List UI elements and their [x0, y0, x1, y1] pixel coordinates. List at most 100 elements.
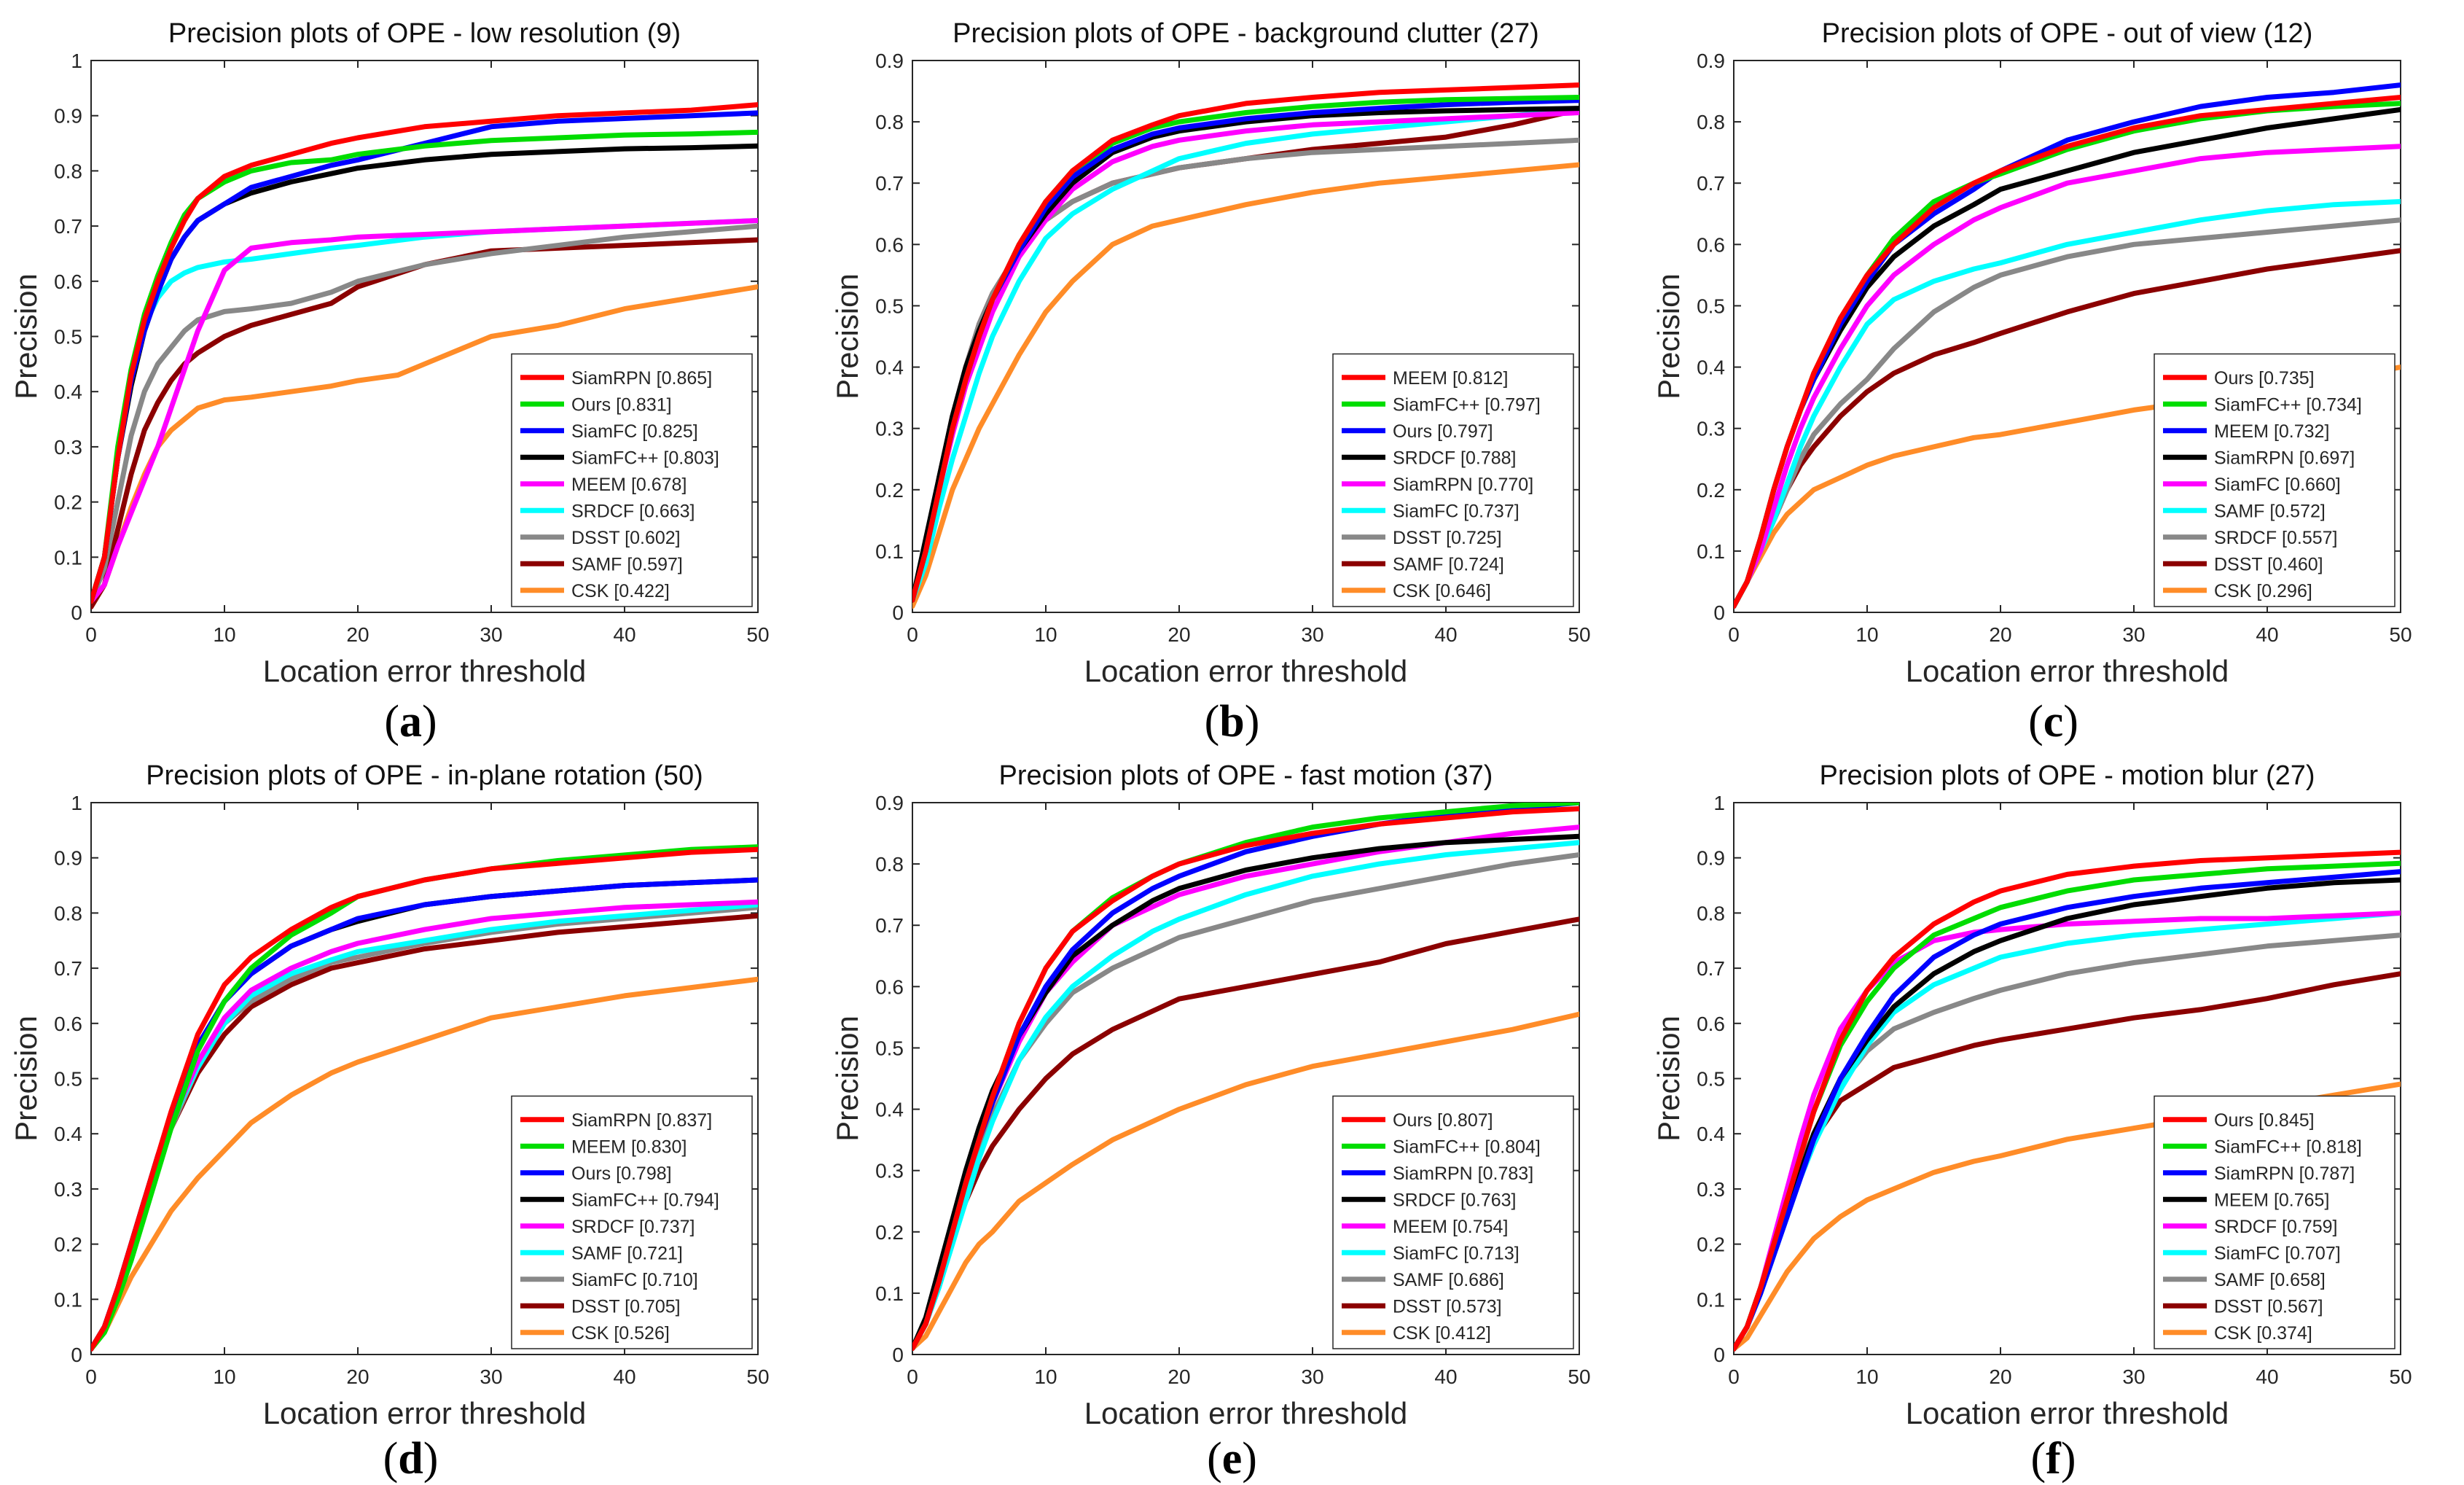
legend-label: SAMF [0.721]	[571, 1243, 683, 1263]
x-tick-label: 50	[1568, 623, 1590, 646]
series-line	[1734, 144, 2401, 609]
y-tick-label: 0.2	[54, 491, 82, 514]
y-tick-label: 0.9	[1697, 847, 1725, 870]
panel-letter-text: d	[398, 1434, 423, 1484]
y-tick-label: 0.5	[54, 1068, 82, 1091]
y-tick-label: 0.4	[54, 1123, 82, 1145]
legend: MEEM [0.812] SiamFC++ [0.797] Ours [0.797]…	[1332, 353, 1574, 607]
legend-label: SRDCF [0.557]	[2214, 528, 2338, 548]
legend-label: SAMF [0.572]	[2214, 501, 2326, 521]
y-tick-label: 0	[71, 1344, 82, 1366]
legend-label: SiamRPN [0.787]	[2214, 1164, 2355, 1184]
legend-label: SRDCF [0.788]	[1393, 448, 1517, 468]
y-tick-label: 0.2	[1697, 479, 1725, 502]
chart-panel-d: Precision plots of OPE - in-plane rotati…	[0, 742, 821, 1484]
legend-label: SAMF [0.597]	[571, 554, 683, 574]
chart-svg-d: Precision plots of OPE - in-plane rotati…	[9, 760, 770, 1430]
panel-letter: (f)	[2030, 1434, 2076, 1484]
x-tick-label: 10	[1855, 623, 1878, 646]
y-tick-label: 0.1	[1697, 540, 1725, 563]
y-tick-label: 0	[892, 1344, 904, 1366]
chart-title: Precision plots of OPE - motion blur (27…	[1819, 760, 2315, 791]
y-tick-label: 0.4	[875, 356, 904, 379]
legend-label: SiamFC++ [0.803]	[571, 448, 719, 468]
legend-label: SAMF [0.686]	[1393, 1270, 1504, 1290]
y-tick-label: 0.6	[1697, 1013, 1725, 1035]
y-tick-label: 0.2	[1697, 1233, 1725, 1256]
series-line	[91, 218, 758, 604]
legend-label: SiamFC [0.825]	[571, 421, 698, 442]
chart-panel-b: Precision plots of OPE - background clut…	[821, 0, 1643, 747]
panel-letter-text: c	[2043, 697, 2064, 747]
legend-label: SiamFC [0.713]	[1393, 1243, 1520, 1263]
series-line	[1734, 199, 2401, 609]
y-tick-label: 0.4	[875, 1099, 904, 1121]
chart-title: Precision plots of OPE - out of view (12…	[1822, 18, 2313, 49]
x-tick-label: 10	[1034, 1365, 1057, 1388]
y-axis-label: Precision	[830, 273, 864, 399]
y-tick-label: 0.3	[1697, 418, 1725, 440]
y-tick-label: 1	[71, 50, 82, 72]
y-tick-label: 0.7	[875, 172, 904, 195]
series-line	[91, 223, 758, 604]
y-tick-label: 0.8	[1697, 902, 1725, 924]
x-tick-label: 50	[2389, 623, 2412, 646]
legend-label: SRDCF [0.737]	[571, 1217, 695, 1237]
y-tick-label: 0.7	[875, 914, 904, 937]
y-tick-label: 0.1	[54, 1288, 82, 1311]
legend-label: Ours [0.807]	[1393, 1110, 1493, 1131]
legend-label: MEEM [0.830]	[571, 1137, 687, 1157]
x-tick-label: 30	[480, 623, 502, 646]
y-tick-label: 1	[71, 792, 82, 814]
chart-svg-f: Precision plots of OPE - motion blur (27…	[1651, 760, 2412, 1430]
panel-letter-text: f	[2046, 1434, 2061, 1484]
y-tick-label: 0.2	[54, 1233, 82, 1256]
x-tick-label: 0	[85, 1365, 97, 1388]
chart-panel-e: Precision plots of OPE - fast motion (37…	[821, 742, 1643, 1484]
series-line	[91, 102, 758, 604]
legend-label: SAMF [0.724]	[1393, 554, 1504, 574]
legend-label: MEEM [0.732]	[2214, 421, 2329, 442]
chart-panel-f: Precision plots of OPE - motion blur (27…	[1643, 742, 2464, 1484]
chart-svg-b: Precision plots of OPE - background clut…	[830, 18, 1591, 688]
x-tick-label: 50	[746, 1365, 769, 1388]
panel-letter: (c)	[2028, 697, 2078, 747]
y-tick-label: 0.4	[1697, 1123, 1725, 1145]
x-axis-label: Location error threshold	[1084, 1396, 1408, 1430]
x-tick-label: 0	[1728, 623, 1740, 646]
series-line	[912, 833, 1579, 1352]
x-tick-label: 20	[1168, 623, 1190, 646]
x-tick-label: 50	[2389, 1365, 2412, 1388]
y-tick-label: 0.8	[875, 853, 904, 876]
y-tick-label: 0.5	[1697, 295, 1725, 317]
legend-label: CSK [0.296]	[2214, 581, 2312, 601]
y-tick-label: 0.8	[1697, 111, 1725, 133]
y-axis-label: Precision	[1651, 273, 1686, 399]
series-group	[1734, 82, 2401, 609]
chart-svg-a: Precision plots of OPE - low resolution …	[9, 18, 770, 688]
x-tick-label: 0	[907, 623, 918, 646]
y-tick-label: 0.8	[875, 111, 904, 133]
y-tick-label: 0.3	[1697, 1178, 1725, 1201]
legend-label: SRDCF [0.759]	[2214, 1217, 2338, 1237]
panel-letter-text: a	[399, 697, 422, 747]
legend-label: SiamFC++ [0.804]	[1393, 1137, 1541, 1157]
y-tick-label: 0.7	[1697, 172, 1725, 195]
legend-label: CSK [0.422]	[571, 581, 670, 601]
series-line	[91, 844, 758, 1352]
legend: Ours [0.807] SiamFC++ [0.804] SiamRPN [0.7…	[1332, 1095, 1574, 1349]
legend-label: MEEM [0.678]	[571, 475, 687, 495]
x-tick-label: 0	[85, 623, 97, 646]
legend-label: CSK [0.412]	[1393, 1323, 1491, 1344]
legend-label: SiamRPN [0.770]	[1393, 475, 1533, 495]
y-tick-label: 0.6	[875, 975, 904, 998]
y-tick-label: 0	[71, 601, 82, 624]
x-tick-label: 20	[1168, 1365, 1190, 1388]
legend-label: SRDCF [0.663]	[571, 501, 695, 521]
legend-label: SiamFC++ [0.818]	[2214, 1137, 2362, 1157]
legend-label: DSST [0.573]	[1393, 1296, 1502, 1317]
y-tick-label: 0.3	[54, 436, 82, 459]
legend-label: SiamFC++ [0.794]	[571, 1190, 719, 1210]
y-tick-label: 0.9	[54, 847, 82, 870]
x-tick-label: 10	[213, 1365, 235, 1388]
